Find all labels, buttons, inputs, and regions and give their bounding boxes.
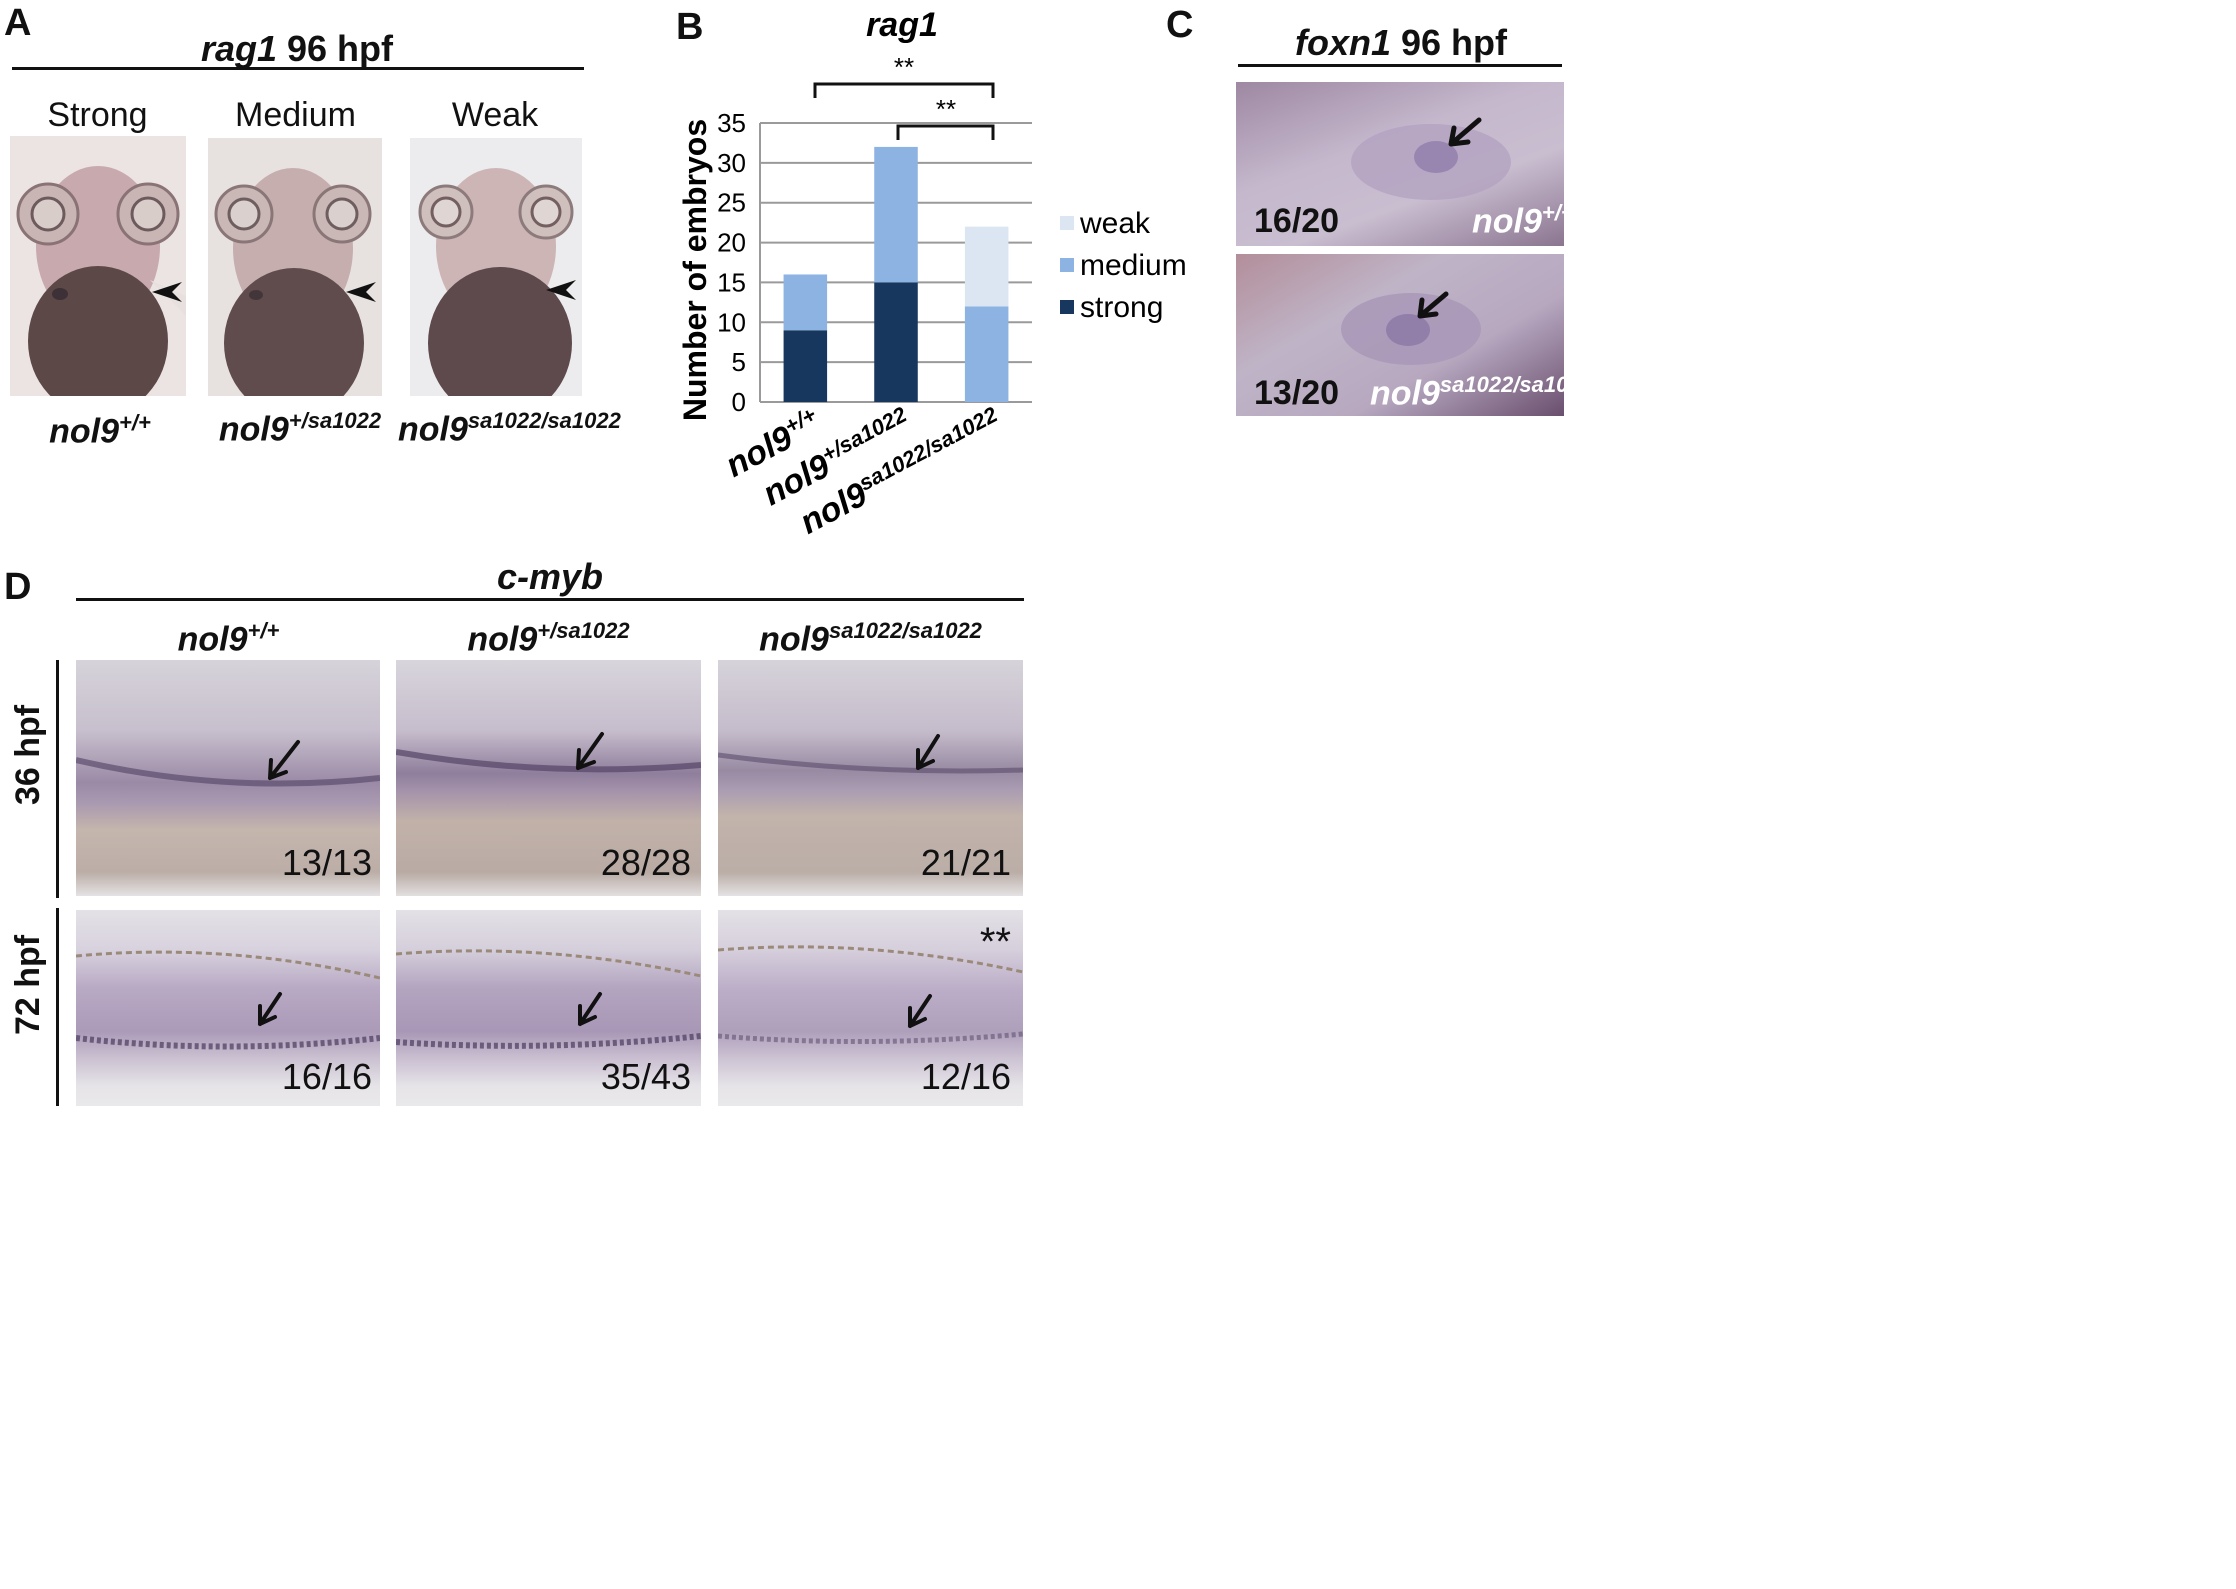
count-72-mut: 12/16: [920, 1056, 1011, 1097]
row-36-bar: [56, 660, 59, 898]
panel-a-title-gene: rag1: [200, 28, 277, 69]
y-tick-label: 20: [717, 228, 746, 258]
panel-a-category-strong: Strong: [47, 96, 148, 134]
panel-d-title: c-myb: [76, 556, 1024, 598]
panel-a-letter: A: [4, 2, 32, 44]
row-72-bar: [56, 908, 59, 1106]
foxn1-genotype-mutant: nol9sa1022/sa1022: [1370, 372, 1564, 413]
larva-image-strong: [10, 136, 186, 396]
arrow-icon: [908, 994, 932, 1028]
y-tick-label: 30: [717, 148, 746, 178]
count-36-mut: 21/21: [920, 842, 1011, 883]
panel-a-genotype-3: nol9sa1022/sa1022: [398, 408, 621, 449]
foxn1-image-wildtype: 16/20 nol9+/+: [1236, 82, 1564, 246]
bar-segment-medium: [783, 274, 828, 331]
significance-72-mut: **: [979, 920, 1011, 964]
row-label-36: 36 hpf: [9, 704, 47, 805]
panel-c-title-gene: foxn1: [1294, 22, 1391, 63]
arrow-icon: [916, 734, 940, 770]
panel-a-title: rag1 96 hpf: [12, 28, 582, 70]
cmyb-72hpf-het: 35/43: [396, 910, 701, 1106]
significance-label-2: **: [936, 94, 956, 124]
y-tick-label: 15: [717, 267, 746, 297]
panel-d-rule: [76, 598, 1024, 601]
y-tick-label: 5: [732, 347, 746, 377]
panel-d-col-3: nol9sa1022/sa1022: [759, 618, 982, 659]
y-tick-label: 0: [732, 387, 746, 417]
larva-image-medium: [208, 138, 382, 396]
cmyb-36hpf-wildtype: 13/13: [76, 660, 380, 896]
foxn1-image-mutant: 13/20 nol9sa1022/sa1022: [1236, 254, 1564, 416]
bar-segment-medium: [874, 146, 918, 283]
legend-label-strong: strong: [1080, 291, 1163, 324]
cmyb-72hpf-mutant: ** 12/16: [718, 910, 1023, 1106]
chart-ylabel: Number of embryos: [677, 119, 713, 421]
significance-bracket-1: [813, 82, 995, 98]
count-72-wt: 16/16: [281, 1056, 372, 1097]
y-tick-label: 25: [717, 188, 746, 218]
panel-a-genotype-2: nol9+/sa1022: [218, 408, 382, 449]
legend-swatch-medium: [1060, 258, 1074, 272]
arrow-icon: [258, 992, 282, 1026]
panel-a-category-weak: Weak: [451, 96, 539, 134]
arrow-icon: [576, 732, 604, 770]
panel-b-letter: B: [676, 6, 704, 48]
arrowhead-icon: [346, 282, 376, 302]
panel-c-title-time: 96 hpf: [1401, 22, 1508, 63]
panel-d-title-gene: c-myb: [496, 556, 604, 597]
significance-bracket-2: [896, 124, 995, 140]
row-label-72: 72 hpf: [9, 934, 47, 1035]
panel-a-genotype-1: nol9+/+: [49, 410, 151, 451]
bar-segment-strong: [783, 330, 828, 402]
panel-d-col-2: nol9+/sa1022: [467, 618, 630, 659]
arrow-icon: [268, 740, 300, 780]
larva-image-weak: [410, 138, 582, 396]
y-tick-label: 10: [717, 307, 746, 337]
y-tick-label: 35: [717, 108, 746, 138]
arrowhead-icon: [546, 280, 576, 300]
legend-swatch-strong: [1060, 300, 1074, 314]
legend-label-weak: weak: [1079, 207, 1151, 240]
cmyb-36hpf-mutant: 21/21: [718, 660, 1023, 896]
arrow-icon: [578, 992, 602, 1026]
panel-a-title-time: 96 hpf: [287, 28, 394, 69]
panel-c-rule: [1238, 64, 1562, 67]
chart-title: rag1: [866, 6, 938, 44]
cmyb-36hpf-het: 28/28: [396, 660, 701, 896]
panel-c-letter: C: [1166, 4, 1194, 46]
cmyb-72hpf-wildtype: 16/16: [76, 910, 380, 1106]
panel-d-col-1: nol9+/+: [177, 618, 280, 659]
foxn1-count-mutant: 13/20: [1254, 374, 1340, 412]
bar-segment-weak: [964, 226, 1009, 307]
arrow-icon: [1448, 117, 1482, 147]
foxn1-count-wildtype: 16/20: [1254, 202, 1340, 240]
arrow-icon: [1417, 291, 1449, 319]
panel-c-title: foxn1 96 hpf: [1238, 22, 1564, 64]
panel-a-rule: [12, 67, 584, 70]
bar-segment-strong: [874, 282, 918, 402]
significance-label-1: **: [894, 52, 914, 82]
count-72-het: 35/43: [600, 1056, 691, 1097]
panel-d-letter: D: [4, 566, 32, 608]
count-36-het: 28/28: [600, 842, 691, 883]
count-36-wt: 13/13: [281, 842, 372, 883]
bar-segment-medium: [964, 306, 1009, 402]
legend-label-medium: medium: [1080, 249, 1187, 282]
arrowhead-icon: [152, 282, 182, 302]
foxn1-genotype-wildtype: nol9+/+: [1472, 200, 1564, 241]
panel-a-category-medium: Medium: [235, 96, 356, 134]
legend-swatch-weak: [1060, 216, 1074, 230]
